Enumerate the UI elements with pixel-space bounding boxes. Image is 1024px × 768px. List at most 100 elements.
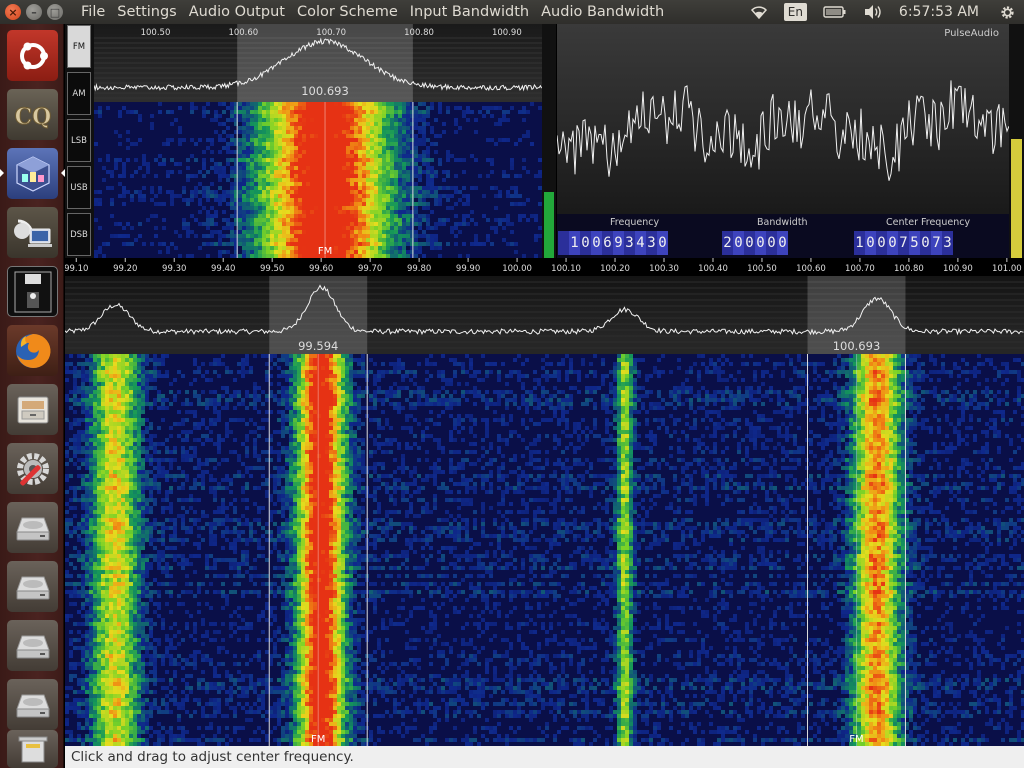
indicator-area: En 6:57:53 AM: [742, 0, 1024, 24]
digit[interactable]: 6: [602, 231, 613, 255]
cubicsdr-icon[interactable]: [0, 148, 65, 199]
digit[interactable]: 0: [657, 231, 668, 255]
status-bar: Click and drag to adjust center frequenc…: [65, 746, 1024, 768]
digit[interactable]: 3: [646, 231, 657, 255]
main-spectrum-view[interactable]: 99.594 100.693: [65, 276, 1024, 354]
close-window-button[interactable]: ×: [5, 4, 21, 20]
zoom-spectrum-trace: [94, 37, 542, 92]
digit[interactable]: 2: [722, 231, 733, 255]
system-settings-icon[interactable]: [7, 443, 58, 494]
audio-source-label: PulseAudio: [944, 28, 999, 39]
battery-icon[interactable]: [823, 5, 847, 19]
mode-am-button[interactable]: AM: [67, 72, 91, 115]
menu-color-scheme[interactable]: Color Scheme: [296, 4, 398, 20]
digit[interactable]: 7: [898, 231, 909, 255]
demod-passband[interactable]: [807, 276, 906, 354]
digit[interactable]: 0: [887, 231, 898, 255]
wifi-icon[interactable]: [750, 5, 768, 19]
axis-tick-label: 101.00: [992, 264, 1022, 274]
demod-frequency-label: 100.693: [833, 339, 881, 353]
audio-level-meter[interactable]: [542, 24, 556, 258]
menu-bar: File Settings Audio Output Color Scheme …: [75, 4, 670, 20]
center-frequency-label: Center Frequency: [886, 217, 971, 228]
mode-usb-button[interactable]: USB: [67, 166, 91, 209]
cq-app-icon[interactable]: CQ: [7, 89, 58, 140]
digit[interactable]: 0: [920, 231, 931, 255]
demod-mode-selector: FM AM LSB USB DSB: [65, 24, 94, 258]
axis-tick-label: 100.60: [796, 264, 826, 274]
digit[interactable]: 0: [744, 231, 755, 255]
digit[interactable]: [558, 231, 569, 255]
digit[interactable]: 4: [635, 231, 646, 255]
audio-scope-view: PulseAudio: [557, 24, 1009, 230]
firefox-icon[interactable]: [7, 325, 58, 376]
drive-icon[interactable]: [7, 679, 58, 730]
digit[interactable]: 0: [777, 231, 788, 255]
mode-dsb-button[interactable]: DSB: [67, 213, 91, 256]
axis-tick-label: 100.30: [649, 264, 679, 274]
menu-audio-bandwidth[interactable]: Audio Bandwidth: [541, 4, 665, 20]
digit[interactable]: 0: [733, 231, 744, 255]
axis-tick-label: 100.80: [894, 264, 924, 274]
clock[interactable]: 6:57:53 AM: [898, 4, 979, 20]
svg-text:CQ: CQ: [14, 104, 51, 130]
digit[interactable]: 0: [876, 231, 887, 255]
trash-icon[interactable]: [7, 730, 58, 768]
main-waterfall-view[interactable]: FM FM: [65, 354, 1024, 746]
demod-mode-label: FM: [311, 734, 325, 745]
ubuntu-dash-icon[interactable]: [7, 30, 58, 81]
axis-tick-label: 99.20: [113, 264, 137, 274]
digit[interactable]: 1: [854, 231, 865, 255]
file-cabinet-icon[interactable]: [7, 384, 58, 435]
bandwidth-label: Bandwidth: [757, 217, 808, 228]
digit[interactable]: 1: [569, 231, 580, 255]
zoom-axis-tick-label: 100.60: [228, 28, 258, 38]
zoom-axis-tick-label: 100.80: [404, 28, 434, 38]
digit[interactable]: 0: [591, 231, 602, 255]
menu-input-bandwidth[interactable]: Input Bandwidth: [409, 4, 530, 20]
digit[interactable]: 0: [766, 231, 777, 255]
axis-tick-label: 100.00: [502, 264, 532, 274]
zoom-active-frequency-label: 100.693: [301, 84, 349, 98]
zoomed-waterfall-view[interactable]: FM: [94, 102, 542, 258]
minimize-window-button[interactable]: –: [26, 4, 42, 20]
digit[interactable]: 9: [613, 231, 624, 255]
digit[interactable]: 0: [865, 231, 876, 255]
digit[interactable]: 0: [755, 231, 766, 255]
zoomed-spectrum-view[interactable]: 100.50 100.60 100.70 100.80 100.90 100.693: [94, 24, 542, 102]
axis-tick-label: 100.90: [943, 264, 973, 274]
menu-settings[interactable]: Settings: [117, 4, 177, 20]
zoom-axis-tick-label: 100.50: [141, 28, 171, 38]
axis-tick-label: 100.40: [698, 264, 728, 274]
status-message: Click and drag to adjust center frequenc…: [71, 749, 354, 765]
drive-icon[interactable]: [7, 561, 58, 612]
frequency-axis[interactable]: 99.10 99.20 99.30 99.40 99.50 99.60 99.70 99.80…: [65, 258, 1024, 276]
digit[interactable]: 5: [909, 231, 920, 255]
menu-file[interactable]: File: [81, 4, 106, 20]
gear-icon[interactable]: [999, 4, 1016, 21]
mode-fm-button[interactable]: FM: [67, 25, 91, 68]
digit[interactable]: 3: [624, 231, 635, 255]
gain-meter[interactable]: [1009, 24, 1024, 258]
digit[interactable]: 7: [931, 231, 942, 255]
digit[interactable]: 0: [580, 231, 591, 255]
maximize-window-button[interactable]: □: [47, 4, 63, 20]
mode-lsb-button[interactable]: LSB: [67, 119, 91, 162]
axis-tick-label: 99.10: [65, 264, 88, 274]
top-panel: × – □ File Settings Audio Output Color S…: [0, 0, 1024, 24]
axis-tick-label: 99.60: [309, 264, 333, 274]
keyboard-layout-indicator[interactable]: En: [783, 3, 807, 21]
digit[interactable]: 3: [942, 231, 953, 255]
menu-audio-output[interactable]: Audio Output: [188, 4, 285, 20]
zoom-passband[interactable]: [237, 24, 413, 102]
volume-icon[interactable]: [863, 4, 883, 20]
axis-tick-label: 100.20: [600, 264, 630, 274]
window-controls: × – □: [5, 4, 63, 20]
remote-desktop-icon[interactable]: [7, 207, 58, 258]
terminal-screensaver-icon[interactable]: [7, 266, 58, 317]
drive-icon[interactable]: [7, 502, 58, 553]
drive-icon[interactable]: [7, 620, 58, 671]
